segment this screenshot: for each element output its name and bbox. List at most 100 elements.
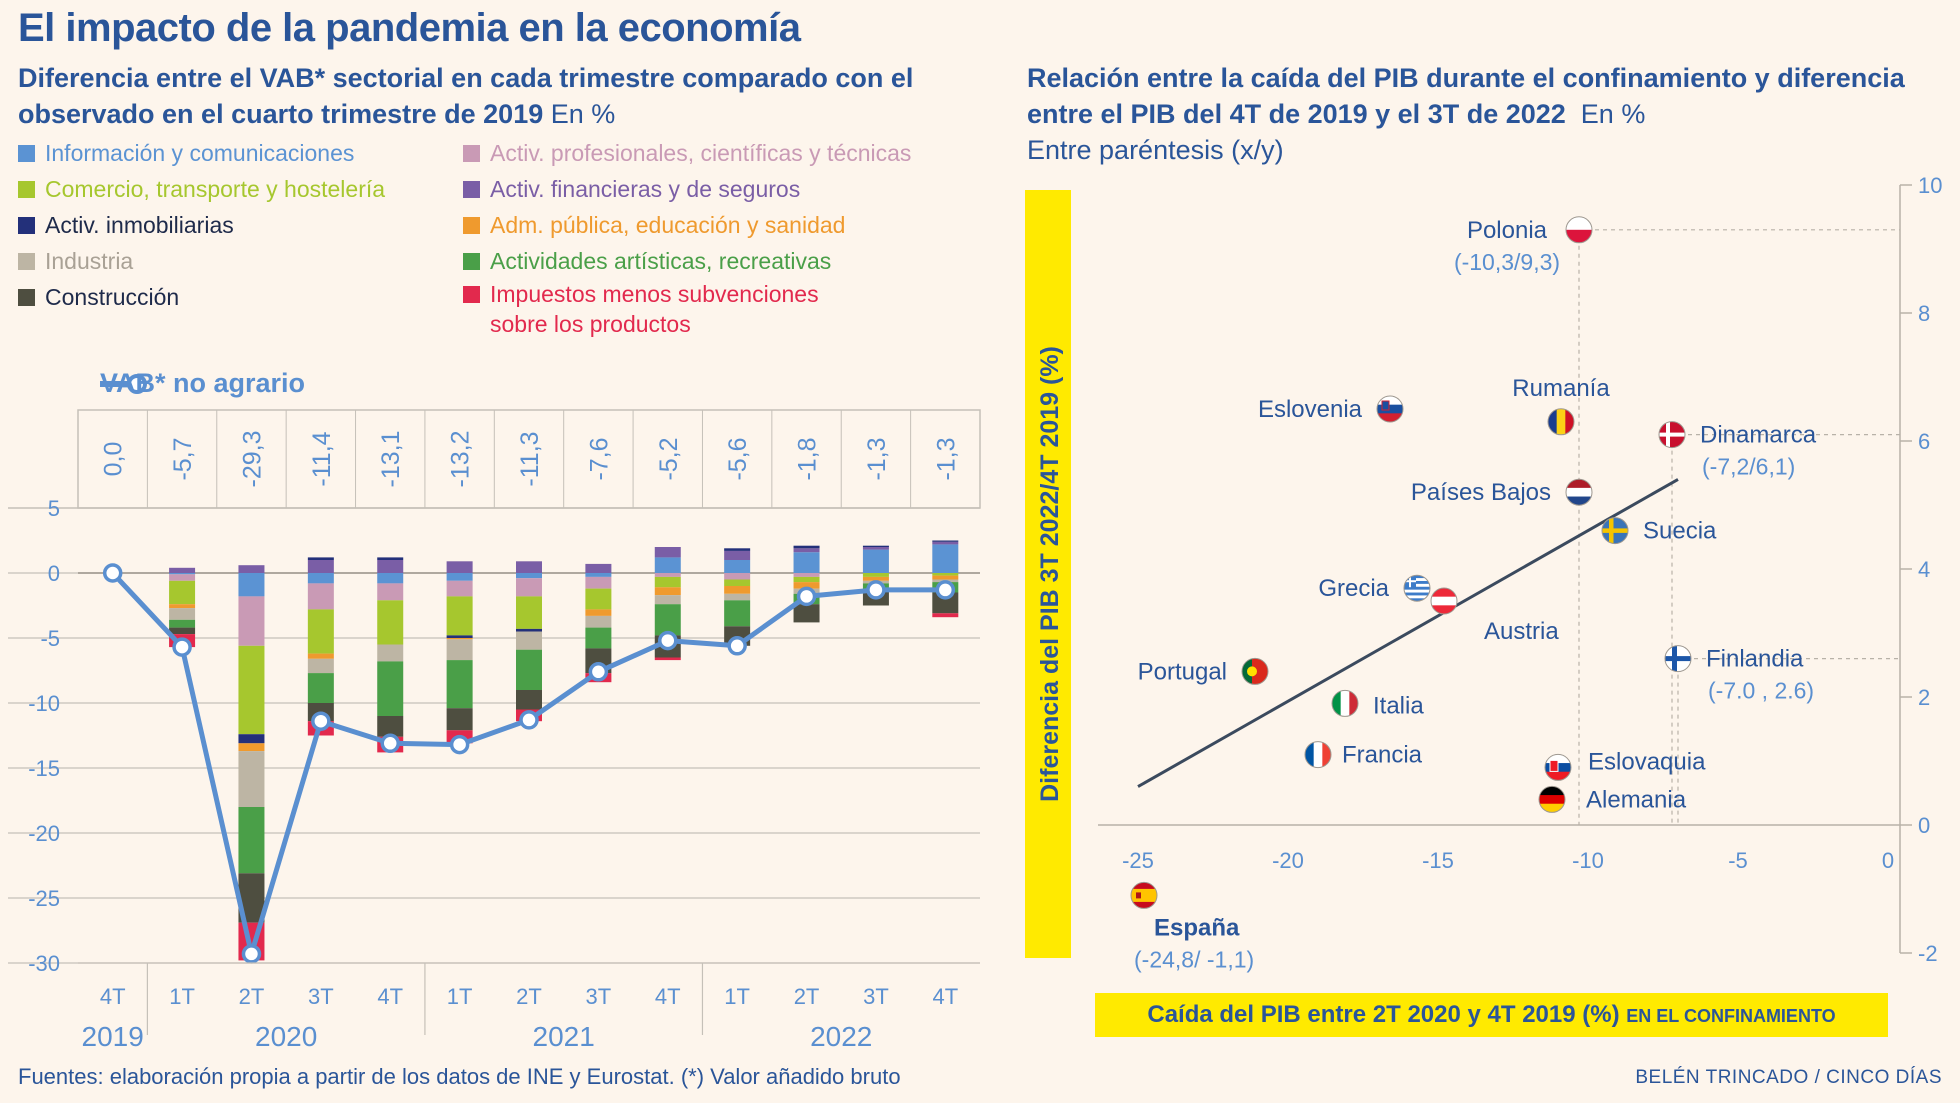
y-tick-label: -15 (28, 756, 60, 781)
x-tick-label: 1T (724, 984, 750, 1009)
x-tick-label: 4T (655, 984, 681, 1009)
vab-value-label: -1,3 (932, 437, 960, 480)
bar-segment (169, 580, 196, 605)
bar-segment (654, 604, 681, 636)
y-axis-label: Diferencia del PIB 3T 2022/4T 2019 (%) (1036, 346, 1064, 802)
country-label: Austria (1484, 618, 1559, 645)
bar-segment (238, 751, 265, 807)
bar-segment (862, 576, 889, 581)
legend-swatch (18, 289, 35, 306)
bar-segment (862, 545, 889, 547)
bar-segment (932, 573, 959, 576)
bar-segment (932, 575, 959, 580)
bar-segment (932, 540, 959, 542)
x-tick-label: 4T (377, 984, 403, 1009)
page-title: El impacto de la pandemia en la economía (18, 6, 801, 50)
x-tick-label: 1T (169, 984, 195, 1009)
bar-segment (238, 596, 265, 646)
source-note: Fuentes: elaboración propia a partir de … (18, 1064, 901, 1089)
y-tick-label: 0 (1918, 813, 1930, 838)
country-label: Alemania (1586, 786, 1687, 813)
bar-segment (724, 586, 751, 594)
bar-segment (307, 583, 334, 610)
legend-item: Actividades artísticas, recreativas (463, 248, 831, 275)
bar-segment (446, 635, 473, 638)
flag-fill (1404, 575, 1430, 602)
bar-segment (654, 576, 681, 588)
y-tick-label: 0 (48, 561, 60, 586)
bar-segment (724, 579, 751, 586)
country-label: Rumanía (1512, 375, 1610, 402)
vab-value-label: -5,2 (655, 437, 683, 480)
bar-segment (307, 609, 334, 654)
vab-point (519, 710, 539, 730)
vab-point (102, 563, 123, 583)
vab-legend-marker (127, 374, 147, 394)
legend-item: Activ. profesionales, científicas y técn… (463, 140, 911, 167)
country-point: Eslovaquia (1544, 748, 1706, 781)
bar-segment (169, 608, 196, 620)
bar-segment (307, 557, 334, 560)
country-label: Grecia (1318, 575, 1389, 602)
x-tick-label: 4T (932, 984, 958, 1009)
x-axis-label-note: EN EL CONFINAMIENTO (1626, 1006, 1836, 1026)
vab-point (658, 630, 678, 651)
country-annotation: (-7.0 , 2.6) (1708, 678, 1814, 704)
flag-fill (1659, 421, 1685, 448)
y-tick-label: 4 (1918, 557, 1930, 582)
legend-swatch (18, 217, 35, 234)
legend-swatch (463, 286, 480, 303)
legend-item: Impuestos menos subvenciones sobre los pr… (463, 279, 819, 339)
bar-segment (446, 573, 473, 581)
country-point: Austria (1430, 587, 1559, 645)
y-tick-label: 2 (1918, 685, 1930, 710)
x-tick-label: 3T (308, 984, 334, 1009)
x-tick-label: -15 (1422, 848, 1454, 873)
bar-segment (516, 649, 542, 690)
vab-value-label: -13,1 (377, 431, 405, 488)
legend-swatch (18, 181, 35, 198)
y-tick-label: -20 (28, 821, 60, 846)
vab-value-label: -5,6 (724, 437, 752, 480)
flag-fill (1305, 741, 1331, 768)
legend-item: Adm. pública, educación y sanidad (463, 212, 845, 239)
bar-segment (238, 573, 265, 597)
flag-fill (1242, 658, 1268, 685)
x-tick-label: 4T (100, 984, 126, 1009)
bar-segment (516, 628, 542, 632)
bar-segment (516, 573, 542, 579)
bar-segment (585, 609, 612, 616)
y-tick-label: -5 (40, 626, 60, 651)
bar-segment (654, 587, 681, 596)
flag-fill (1539, 786, 1565, 813)
y-tick-label: -30 (28, 951, 60, 976)
bar-segment (793, 582, 820, 589)
bar-segment (169, 627, 196, 635)
vab-value-label: -13,2 (447, 431, 475, 488)
flag-fill (1665, 645, 1691, 672)
country-label: España (1154, 914, 1240, 941)
vab-point (172, 637, 192, 657)
bar-segment (377, 560, 404, 573)
vab-value-label: 0,0 (100, 442, 128, 477)
vab-value-label: -11,3 (516, 431, 544, 486)
vab-legend-label: VAB* no agrario (100, 368, 306, 398)
x-tick-label: 3T (586, 984, 612, 1009)
flag-fill (1545, 754, 1571, 781)
flag-fill (1566, 216, 1592, 243)
vab-point (796, 586, 817, 607)
bar-segment (446, 561, 473, 573)
bar-segment (793, 545, 820, 549)
vab-point (866, 580, 886, 600)
legend-swatch (463, 145, 480, 162)
country-point: Alemania (1538, 785, 1687, 813)
country-annotation: (-10,3/9,3) (1454, 249, 1560, 275)
vab-value-label: -7,6 (585, 437, 613, 480)
x-tick-label: 2T (239, 984, 265, 1009)
legend-item: Activ. financieras y de seguros (463, 176, 800, 203)
country-label: Finlandia (1706, 646, 1804, 673)
bar-segment (307, 658, 334, 674)
bar-segment (793, 573, 820, 577)
country-point: Italia (1331, 689, 1424, 719)
